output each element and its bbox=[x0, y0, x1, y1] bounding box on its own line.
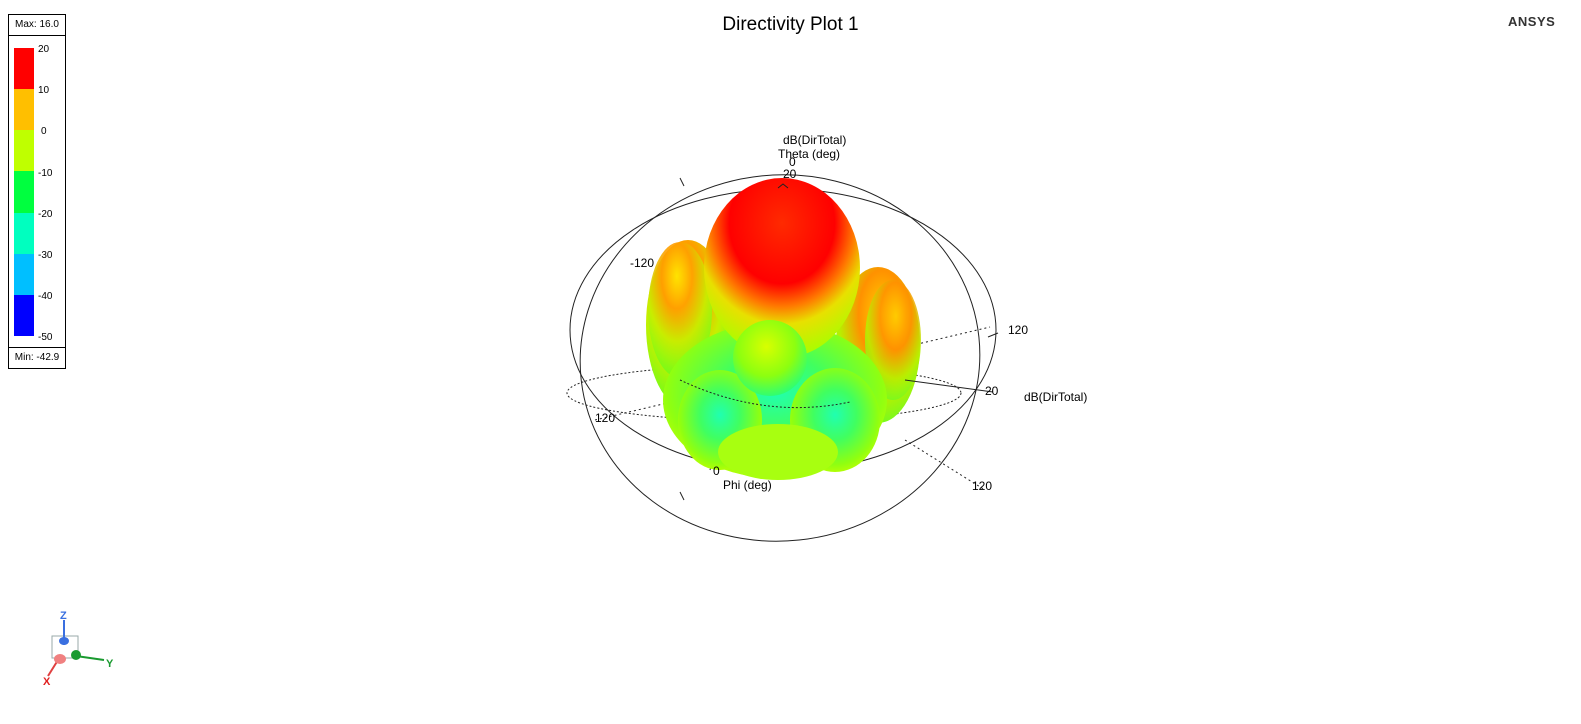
legend-max-label: Max: 16.0 bbox=[9, 15, 65, 36]
legend-min-label: Min: -42.9 bbox=[9, 347, 65, 368]
right-quantity-label: dB(DirTotal) bbox=[1024, 390, 1087, 404]
legend-tick: -10 bbox=[38, 168, 53, 179]
legend-tick: 20 bbox=[38, 44, 50, 55]
y-axis-label: Y bbox=[106, 658, 114, 670]
legend-tick: -40 bbox=[38, 291, 53, 302]
phi-axis-label: Phi (deg) bbox=[723, 478, 772, 492]
lower-left-angle-label: 120 bbox=[595, 411, 615, 425]
color-scale-legend[interactable]: Max: 16.0 20 10 0 -10 -20 -30 -40 -50 Mi… bbox=[8, 14, 66, 369]
ansys-logo: ANSYS bbox=[1508, 14, 1556, 29]
legend-band bbox=[14, 171, 34, 213]
right-angle-label: 120 bbox=[1008, 323, 1028, 337]
legend-band bbox=[14, 294, 34, 336]
legend-tick: 10 bbox=[38, 85, 50, 96]
legend-band bbox=[14, 89, 34, 131]
phi-zero-label: 0 bbox=[713, 464, 720, 478]
z-axis-label: Z bbox=[60, 610, 67, 622]
x-axis-label: X bbox=[43, 676, 51, 688]
pattern-grid-front bbox=[579, 174, 999, 542]
left-angle-label: -120 bbox=[630, 256, 654, 270]
y-axis-marker bbox=[71, 650, 81, 660]
coordinate-triad[interactable]: Z Y X bbox=[43, 610, 114, 688]
theta-axis-label: Theta (deg) bbox=[778, 147, 840, 161]
theta-zero-label: 0 bbox=[789, 155, 796, 169]
legend-band bbox=[14, 212, 34, 254]
directivity-lobes bbox=[646, 178, 921, 480]
plot-title: Directivity Plot 1 bbox=[722, 14, 859, 35]
lower-right-angle-label: 120 bbox=[972, 479, 992, 493]
top-magnitude-label: 20 bbox=[783, 167, 797, 181]
z-axis-marker bbox=[59, 637, 69, 645]
theta-quantity-label: dB(DirTotal) bbox=[783, 133, 846, 147]
legend-color-bar bbox=[14, 48, 34, 336]
legend-tick: -30 bbox=[38, 250, 53, 261]
x-axis-marker bbox=[54, 654, 66, 664]
legend-band bbox=[14, 253, 34, 295]
legend-band bbox=[14, 130, 34, 172]
legend-tick: -20 bbox=[38, 209, 53, 220]
right-magnitude-label: 20 bbox=[985, 384, 999, 398]
legend-tick: 0 bbox=[41, 126, 47, 137]
legend-tick: -50 bbox=[38, 332, 53, 343]
legend-band bbox=[14, 48, 34, 90]
